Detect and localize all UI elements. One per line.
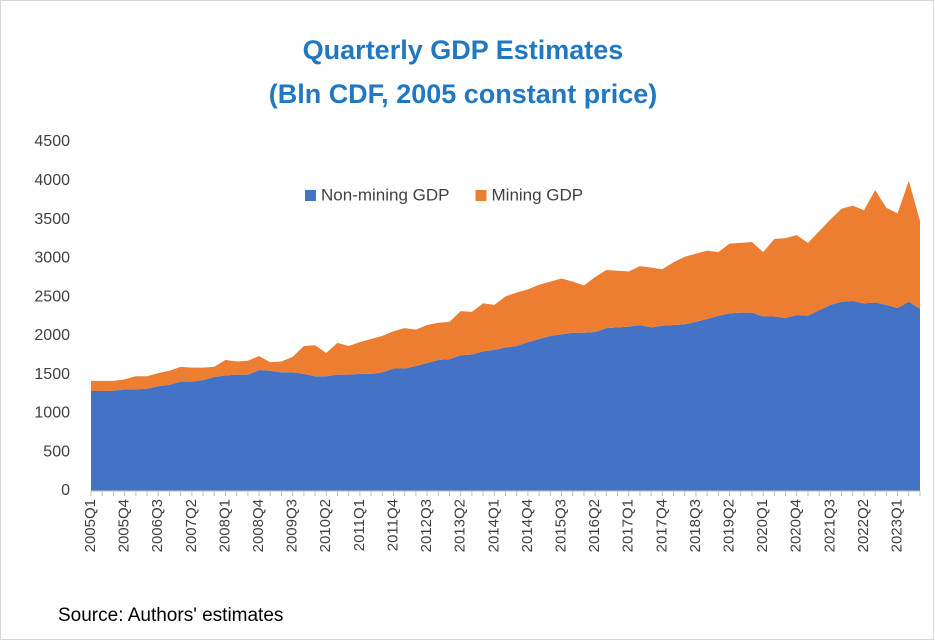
x-tick-label: 2007Q2 [183,499,200,552]
x-tick-label: 2005Q4 [116,499,133,552]
x-tick-label: 2015Q3 [552,499,569,552]
x-tick-label: 2023Q1 [889,499,906,552]
x-tick-label: 2017Q1 [620,499,637,552]
x-tick-label: 2017Q4 [653,499,670,552]
x-tick-label: 2013Q2 [452,499,469,552]
legend-label: Non-mining GDP [321,185,450,204]
legend-label: Mining GDP [492,185,584,204]
y-tick-label: 1000 [34,405,70,422]
x-tick-label: 2012Q3 [418,499,435,552]
x-tick-label: 2022Q2 [855,499,872,552]
y-tick-label: 4500 [34,133,70,150]
x-tick-label: 2014Q4 [519,499,536,552]
area-1 [91,180,920,391]
x-tick-label: 2008Q4 [250,499,267,552]
x-tick-label: 2016Q2 [586,499,603,552]
x-tick-label: 2020Q1 [754,499,771,552]
y-tick-label: 4000 [34,172,70,189]
x-tick-label: 2010Q2 [317,499,334,552]
y-tick-label: 3000 [34,250,70,267]
x-tick-label: 2014Q1 [485,499,502,552]
x-tick-label: 2006Q3 [149,499,166,552]
x-tick-label: 2019Q2 [721,499,738,552]
x-tick-label: 2008Q1 [216,499,233,552]
source-note: Source: Authors' estimates [58,605,283,626]
y-tick-label: 3500 [34,211,70,228]
x-tick-label: 2018Q3 [687,499,704,552]
legend-swatch [475,190,487,201]
chart-subtitle: (Bln CDF, 2005 constant price) [269,79,658,109]
x-tick-label: 2011Q1 [351,499,368,551]
legend-swatch [305,190,316,201]
x-tick-label: 2009Q3 [284,499,301,552]
x-tick-label: 2021Q3 [821,499,838,552]
y-tick-label: 1500 [34,366,70,383]
x-tick-label: 2020Q4 [788,499,805,552]
y-tick-label: 2000 [34,327,70,344]
x-tick-label: 2005Q1 [82,499,99,552]
area-0 [91,300,920,491]
chart-title: Quarterly GDP Estimates [303,35,624,65]
y-tick-label: 0 [61,482,70,499]
y-tick-label: 2500 [34,288,70,305]
y-tick-label: 500 [43,443,70,460]
x-tick-label: 2011Q4 [384,499,401,551]
